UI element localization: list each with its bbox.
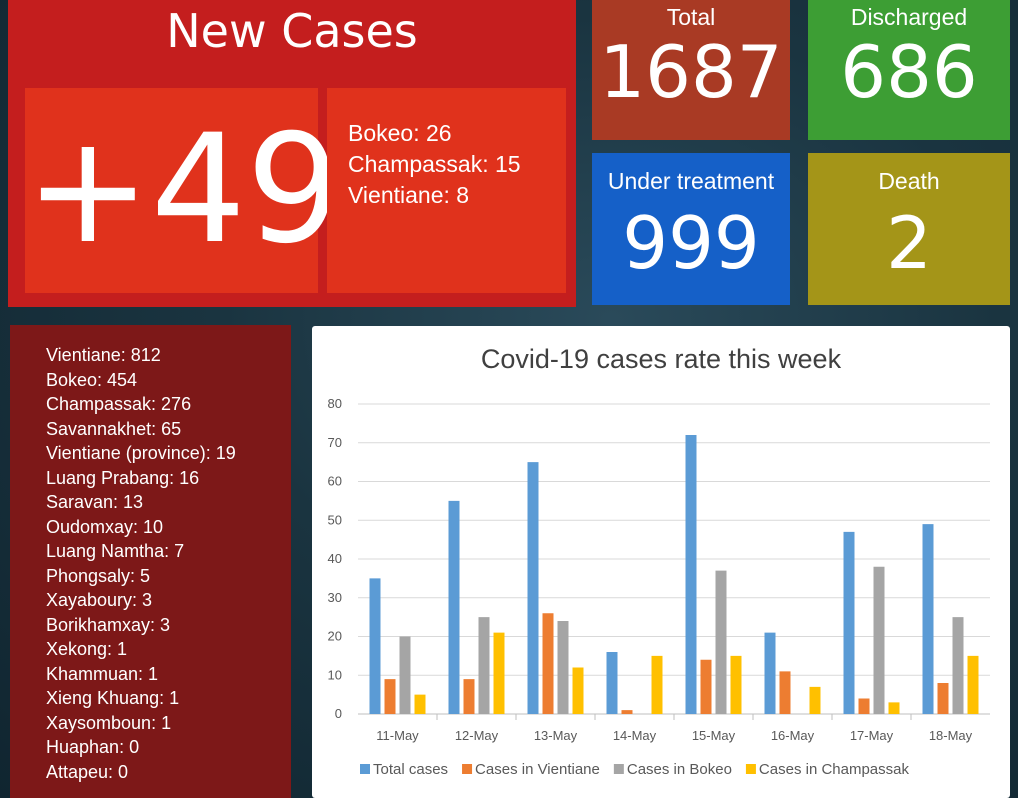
province-item: Luang Prabang: 16 [46,467,200,488]
x-tick-label: 18-May [929,728,973,743]
bar-cases-in-bokeo [478,617,490,714]
x-tick-label: 16-May [771,728,815,743]
x-tick-label: 12-May [455,728,499,743]
bar-total-cases [922,524,934,714]
legend-swatch [360,764,370,774]
province-item: Huaphan: 0 [46,737,140,757]
new-cases-breakdown: Bokeo: 26 Champassak: 15 Vientiane: 8 [327,88,566,293]
breakdown-item: Vientiane: 8 [348,182,470,208]
chart-panel: Covid-19 cases rate this week 0 10 20 30 40 5… [312,326,1010,798]
province-item: Xieng Khuang: 1 [46,688,180,708]
bar-cases-in-vientiane [700,659,712,714]
province-item: Vientiane: 812 [46,345,161,365]
province-item: Champassak: 276 [46,394,192,414]
bar-total-cases [843,531,855,714]
bar-cases-in-champassak [414,694,426,714]
bar-cases-in-champassak [967,655,979,714]
total-value: 1687 [599,30,783,114]
legend-swatch [462,764,473,774]
new-cases-panel: New Cases +49 Bokeo: 26 Champassak: 15 V… [8,0,576,307]
under-treatment-value: 999 [622,201,760,285]
new-cases-count: +49 [25,88,342,293]
bar-cases-in-champassak [888,702,900,714]
discharged-tile: Discharged 686 [808,0,1010,140]
death-tile: Death 2 [808,153,1010,305]
total-label: Total [666,4,716,30]
bar-cases-in-champassak [572,667,584,714]
province-item: Phongsaly: 5 [46,565,151,586]
discharged-value: 686 [840,30,978,114]
bar-cases-in-vientiane [858,698,870,714]
y-tick-label: 0 [335,706,342,721]
bar-cases-in-bokeo [873,566,885,714]
province-item: Bokeo: 454 [46,369,138,390]
province-item: Xayaboury: 3 [46,590,153,610]
bar-cases-in-bokeo [715,570,727,714]
province-item: Saravan: 13 [46,492,144,512]
bar-cases-in-vientiane [463,679,475,714]
new-cases-title: New Cases [166,4,418,58]
legend-swatch [613,764,624,774]
bar-cases-in-bokeo [399,636,411,714]
y-tick-label: 30 [328,590,342,605]
bar-cases-in-vientiane [621,710,633,714]
discharged-label: Discharged [850,4,968,30]
bar-total-cases [685,435,697,714]
province-list: Vientiane: 812 Bokeo: 454 Champassak: 27… [10,325,291,798]
y-tick-label: 50 [328,512,342,527]
under-treatment-tile: Under treatment 999 [592,153,790,305]
death-label: Death [878,168,940,194]
legend-label: Cases in Vientiane [475,761,600,778]
death-value: 2 [886,201,932,285]
province-item: Vientiane (province): 19 [46,443,236,463]
bar-total-cases [448,500,460,714]
province-item: Luang Namtha: 7 [46,541,185,561]
bar-chart: 0 10 20 30 40 50 60 70 80 11-May 12-May 13-May 14-Ma… [328,396,990,778]
province-item: Borikhamxay: 3 [46,614,171,635]
bar-total-cases [369,578,381,714]
y-tick-label: 80 [328,396,342,411]
bar-cases-in-vientiane [384,679,396,714]
y-tick-label: 10 [328,667,342,682]
bar-cases-in-bokeo [557,621,569,714]
bar-cases-in-vientiane [779,671,791,714]
chart-title: Covid-19 cases rate this week [480,344,842,374]
x-tick-label: 14-May [613,728,657,743]
x-tick-label: 17-May [850,728,894,743]
x-tick-label: 13-May [534,728,578,743]
legend-swatch [745,764,756,774]
legend-label: Cases in Champassak [759,761,910,778]
province-item: Savannakhet: 65 [46,418,182,439]
bar-total-cases [606,652,618,714]
bar-cases-in-vientiane [542,613,554,714]
province-item: Khammuan: 1 [46,663,159,684]
y-tick-label: 60 [328,474,342,489]
bar-cases-in-champassak [493,632,505,714]
legend-label: Cases in Bokeo [627,761,732,778]
x-tick-label: 15-May [692,728,736,743]
bar-cases-in-champassak [730,655,742,714]
province-item: Oudomxay: 10 [46,516,164,537]
bar-cases-in-champassak [809,686,821,714]
province-item: Attapeu: 0 [46,761,129,782]
x-tick-label: 11-May [376,728,419,743]
bar-total-cases [527,462,539,714]
bar-cases-in-vientiane [937,683,949,714]
breakdown-item: Champassak: 15 [348,151,521,177]
province-item: Xekong: 1 [46,639,128,659]
under-treatment-label: Under treatment [607,168,775,194]
bar-cases-in-champassak [651,655,663,714]
y-tick-label: 20 [328,629,342,644]
y-tick-label: 40 [328,551,342,566]
province-item: Xaysomboun: 1 [46,712,172,733]
breakdown-item: Bokeo: 26 [348,120,452,146]
total-tile: Total 1687 [592,0,790,140]
bar-cases-in-bokeo [952,617,964,714]
legend-label: Total cases [373,761,448,778]
bar-total-cases [764,632,776,714]
y-tick-label: 70 [328,435,342,450]
